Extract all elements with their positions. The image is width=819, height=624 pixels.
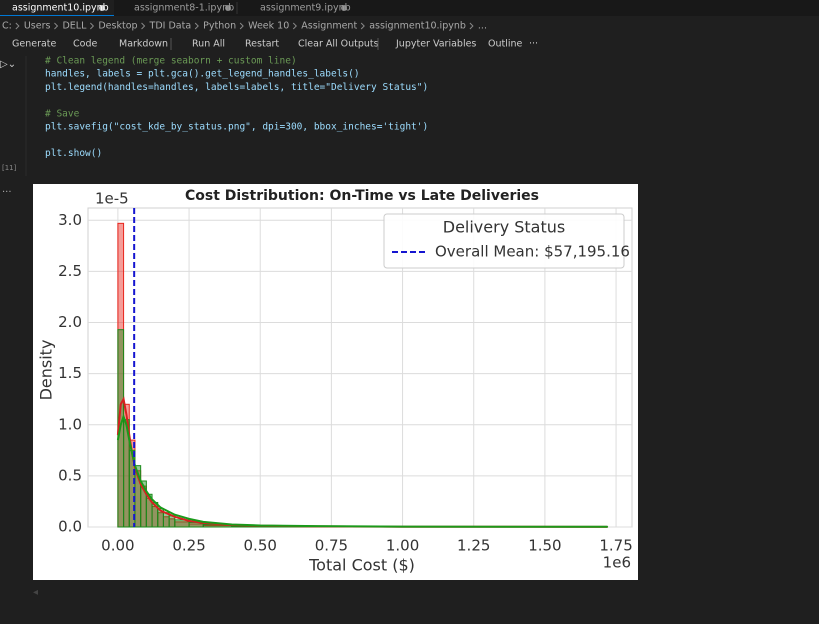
legend-title: Delivery Status <box>443 218 565 237</box>
breadcrumb-item[interactable]: Assignment <box>301 21 357 32</box>
y-tick-label: 0.0 <box>58 518 82 536</box>
toolbar-button[interactable]: Outline <box>488 39 523 50</box>
run-cell-icon[interactable]: ▷⌄ <box>0 59 16 70</box>
breadcrumb-item[interactable]: Week 10 <box>248 21 289 32</box>
y-tick-label: 2.5 <box>58 262 82 280</box>
code-line: plt.legend(handles=handles, labels=label… <box>45 82 428 93</box>
code-line: # Clean legend (merge seaborn + custom l… <box>45 56 297 67</box>
code-line: handles, labels = plt.gca().get_legend_h… <box>45 69 360 80</box>
code-cell: # Clean legend (merge seaborn + custom l… <box>45 56 428 159</box>
breadcrumb: C: Users DELL Desktop TDI Data Python Week 10 A… <box>2 21 487 32</box>
breadcrumb-separator <box>194 22 199 30</box>
tab-label[interactable]: assignment8-1.ipynb <box>134 3 234 14</box>
y-offset-label: 1e-5 <box>95 190 129 208</box>
modified-dot <box>99 5 105 11</box>
breadcrumb-item[interactable]: Python <box>203 21 236 32</box>
y-tick-label: 2.0 <box>58 313 82 331</box>
toolbar-button[interactable]: Restart <box>245 39 279 50</box>
breadcrumb-item[interactable]: ... <box>478 21 487 32</box>
breadcrumb-item[interactable]: C: <box>2 21 12 32</box>
breadcrumb-separator <box>292 22 297 30</box>
modified-dot <box>341 5 347 11</box>
y-tick-label: 0.5 <box>58 466 82 484</box>
legend-box <box>383 213 625 269</box>
code-line: # Save <box>45 108 80 119</box>
kde-line <box>116 413 608 528</box>
breadcrumb-separator <box>239 22 244 30</box>
x-tick-label: 1.75 <box>599 537 632 555</box>
breadcrumb-item[interactable]: DELL <box>62 21 87 32</box>
code-line: plt.savefig("cost_kde_by_status.png", dp… <box>45 122 428 133</box>
y-tick-label: 1.5 <box>58 364 82 382</box>
toolbar-button[interactable]: Code <box>73 39 97 50</box>
y-tick-label: 1.0 <box>58 415 82 433</box>
breadcrumb-separator <box>360 22 365 30</box>
chart: 0.0 0.5 1.0 1.5 2.0 2.5 3.0 0.00 0.25 0.50 0.75 1.0… <box>37 188 633 575</box>
x-tick-label: 0.00 <box>101 537 134 555</box>
breadcrumb-item[interactable]: TDI Data <box>149 21 192 32</box>
x-offset-label: 1e6 <box>603 554 631 572</box>
tab-bar <box>0 0 819 16</box>
active-tab[interactable] <box>0 0 114 16</box>
toolbar-button[interactable]: Jupyter Variables <box>395 39 476 50</box>
y-tick-label: 3.0 <box>58 211 82 229</box>
toolbar-button[interactable]: Generate <box>12 39 57 50</box>
toolbar-button[interactable]: Markdown <box>119 39 168 50</box>
code-line: plt.show() <box>45 148 102 159</box>
modified-dot <box>225 5 231 11</box>
breadcrumb-separator <box>15 22 20 30</box>
breadcrumb-separator <box>54 22 59 30</box>
x-axis-label: Total Cost ($) <box>308 556 415 575</box>
breadcrumb-item[interactable]: Users <box>24 21 51 32</box>
toolbar-button[interactable]: ··· <box>529 39 538 50</box>
x-tick-label: 1.00 <box>386 537 419 555</box>
x-tick-label: 0.25 <box>172 537 205 555</box>
toolbar-button[interactable]: Run All <box>192 39 225 50</box>
x-tick-label: 1.25 <box>457 537 490 555</box>
tab-label[interactable]: assignment9.ipynb <box>260 3 351 14</box>
breadcrumb-item[interactable]: Desktop <box>98 21 137 32</box>
toolbar-button[interactable]: Clear All Outputs <box>298 39 379 50</box>
x-tick-label: 1.50 <box>528 537 561 555</box>
breadcrumb-separator <box>90 22 95 30</box>
x-tick-label: 0.50 <box>244 537 277 555</box>
toolbar: Generate Code Markdown Run All Restart Clear … <box>12 38 538 50</box>
breadcrumb-item[interactable]: assignment10.ipynb <box>369 21 466 32</box>
output-marker: ... <box>2 184 12 195</box>
execution-count: [11] <box>2 164 17 172</box>
chart-title: Cost Distribution: On-Time vs Late Deliv… <box>185 188 539 204</box>
breadcrumb-separator <box>141 22 146 30</box>
active-tab-underline <box>0 15 114 16</box>
legend-label: Overall Mean: $57,195.16 <box>435 243 630 261</box>
tab-label[interactable]: assignment10.ipynb <box>12 3 109 14</box>
x-tick-label: 0.75 <box>315 537 348 555</box>
y-axis-label: Density <box>37 340 56 401</box>
breadcrumb-separator <box>469 22 474 30</box>
scroll-arrow: ◂ <box>33 587 38 598</box>
